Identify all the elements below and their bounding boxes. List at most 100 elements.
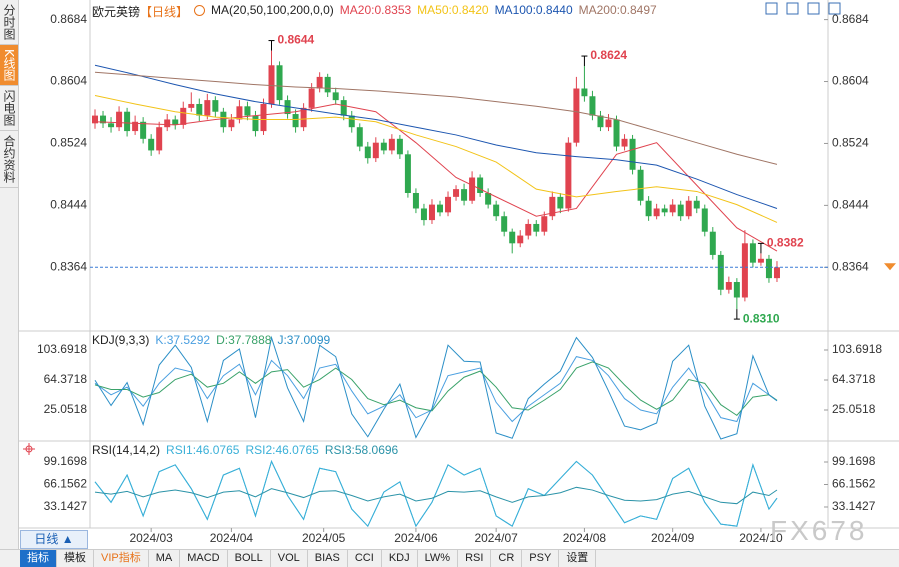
legend-entry: MA20:0.8353 (339, 3, 412, 17)
x-tick-label: 2024/04 (210, 531, 254, 545)
candle-body (701, 208, 708, 232)
candle-body (188, 103, 195, 108)
candle-body (445, 196, 452, 213)
toolbar-item[interactable]: 设置 (559, 550, 597, 567)
y-tick-label: 33.1427 (44, 499, 88, 513)
legend-icon[interactable] (194, 5, 206, 16)
legend-indicator: MA(20,50,100,200,0,0) (211, 3, 334, 17)
toolbar-item[interactable]: CCI (348, 550, 382, 567)
extreme-label: 0.8310 (743, 311, 780, 325)
candle-body (300, 107, 307, 128)
toolbar-item[interactable]: BIAS (308, 550, 348, 567)
candle-body (364, 146, 371, 159)
candle-body (605, 119, 612, 128)
candle-body (268, 65, 275, 104)
candle-body (92, 115, 98, 124)
candle-body (621, 138, 628, 147)
candle-body (156, 127, 163, 151)
main-legend: 欧元英镑 【日线】 MA(20,50,100,200,0,0) MA20:0.8353… (92, 3, 657, 20)
toolbar-item[interactable]: VIP指标 (94, 550, 149, 567)
candle-body (509, 231, 516, 244)
candle-body (348, 115, 355, 128)
candle-body (557, 196, 564, 209)
toolbar-item[interactable]: RSI (458, 550, 492, 567)
series-line (94, 460, 778, 528)
candle-body (645, 200, 652, 217)
sidebar-tab[interactable]: 合约资料 (0, 131, 18, 188)
period-button[interactable]: 日线 ▲ (20, 530, 88, 549)
candle-body (453, 189, 460, 197)
sidebar-tab[interactable]: 闪电图 (0, 86, 18, 131)
kdj-legend: KDJ(9,3,3) K:37.5292 D:37.7888 J:37.0099 (92, 333, 330, 347)
toolbar-item[interactable]: MACD (180, 550, 228, 567)
sidebar-tab[interactable]: 分时图 (0, 0, 18, 45)
candle-body (437, 204, 443, 213)
candle-body (597, 115, 604, 128)
toolbar-item[interactable]: LW% (418, 550, 459, 567)
y-tick-label: 25.0518 (44, 402, 88, 416)
y-tick-label: 99.1698 (44, 454, 88, 468)
x-tick-label: 2024/09 (651, 531, 695, 545)
y-tick-label-right: 0.8604 (832, 74, 869, 88)
toolbar-item[interactable]: KDJ (382, 550, 418, 567)
y-tick-label-right: 33.1427 (832, 499, 876, 513)
series-line (94, 356, 778, 423)
extreme-label: 0.8624 (590, 48, 627, 62)
legend-entry: K:37.5292 (155, 333, 211, 347)
sidebar-tab[interactable]: K线图 (0, 45, 18, 86)
candle-body (477, 177, 484, 193)
candle-body (108, 123, 115, 128)
candle-body (669, 204, 676, 213)
legend-entry: D:37.7888 (216, 333, 272, 347)
candle-body (549, 196, 556, 217)
candle-body (693, 200, 700, 209)
toolbar: 指标 模板 VIP指标 MA MACD BOLL VOL BIAS CCI KDJ LW% RSI CR… (0, 549, 899, 567)
y-tick-label-right: 64.3718 (832, 372, 876, 386)
candle-body (653, 208, 660, 217)
candle-body (276, 65, 283, 101)
toolbar-item[interactable]: PSY (522, 550, 560, 567)
window-icons[interactable] (765, 2, 841, 15)
y-tick-label-right: 99.1698 (832, 454, 876, 468)
candle-body (396, 138, 403, 155)
candle-body (517, 235, 524, 244)
toolbar-item[interactable]: 模板 (57, 550, 94, 567)
candle-body (236, 106, 243, 120)
candle-body (260, 103, 267, 132)
candle-body (709, 231, 716, 255)
x-tick-label: 2024/08 (563, 531, 607, 545)
y-tick-label: 0.8444 (50, 198, 87, 212)
candle-body (324, 76, 331, 93)
candle-body (180, 107, 187, 125)
candle-body (172, 119, 179, 125)
series-line (94, 361, 778, 417)
x-tick-label: 2024/06 (394, 531, 438, 545)
toolbar-item[interactable]: MA (149, 550, 181, 567)
candle-body (140, 121, 147, 139)
candle-body (380, 142, 387, 151)
toolbar-item[interactable]: CR (491, 550, 523, 567)
candle-body (533, 223, 540, 232)
candle-body (388, 138, 395, 151)
sidebar: 分时图 K线图 闪电图 合约资料 (0, 0, 19, 549)
y-tick-label: 103.6918 (37, 342, 87, 356)
candle-body (196, 103, 203, 116)
candle-body (428, 204, 435, 221)
candle-body (212, 100, 219, 112)
rsi-legend: RSI(14,14,2) RSI1:46.0765 RSI2:46.0765 RSI3… (92, 443, 398, 457)
extreme-label: 0.8382 (767, 236, 804, 250)
candle-body (589, 96, 596, 116)
candle-body (613, 119, 620, 147)
toolbar-item[interactable]: BOLL (228, 550, 271, 567)
candle-body (148, 138, 155, 151)
last-price-label: 0.8364 (832, 259, 869, 273)
candle-body (220, 111, 227, 128)
watermark: FX678 (770, 515, 868, 546)
legend-title: KDJ(9,3,3) (92, 333, 150, 347)
toolbar-item[interactable]: 指标 (20, 550, 57, 567)
candle-body (469, 177, 476, 201)
candle-body (164, 119, 171, 128)
y-tick-label-right: 0.8684 (832, 12, 869, 26)
y-tick-label: 64.3718 (44, 372, 88, 386)
toolbar-item[interactable]: VOL (271, 550, 308, 567)
